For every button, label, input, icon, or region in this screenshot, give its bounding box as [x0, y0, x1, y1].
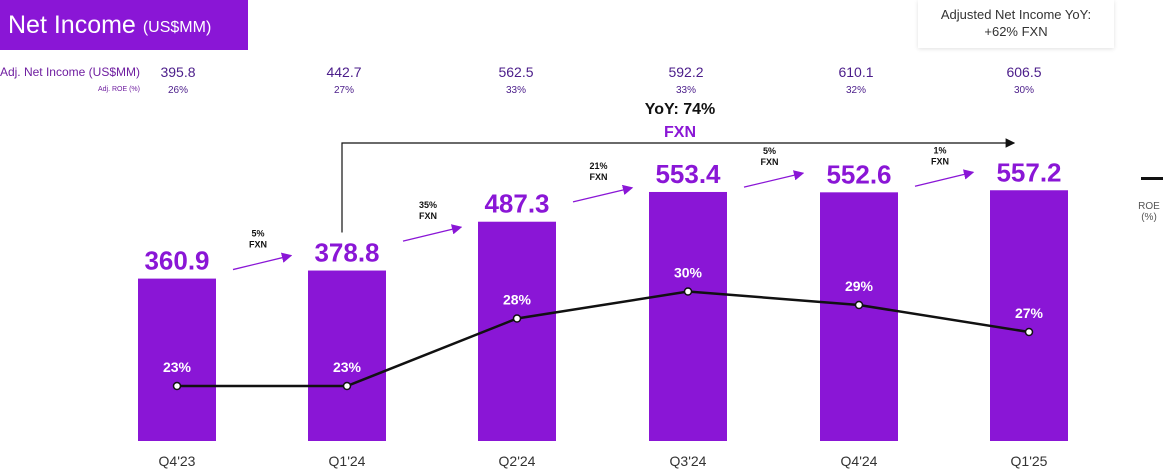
roe-point [342, 381, 352, 391]
adj-roe-value: 32% [845, 85, 866, 96]
bar [138, 278, 216, 441]
bar [308, 270, 386, 441]
bar-value-label: 487.3 [484, 189, 549, 219]
roe-line [177, 290, 1030, 388]
roe-value-label: 29% [845, 278, 874, 294]
growth-fxn-label: FXN [590, 172, 608, 182]
growth-percent-label: 21% [589, 161, 607, 171]
growth-arrow [232, 252, 293, 271]
yoy-callout: Adjusted Net Income YoY: +62% FXN [918, 0, 1114, 48]
growth-percent-label: 5% [763, 146, 776, 156]
adj-net-income-value: 562.5 [498, 64, 534, 80]
growth-percent-label: 5% [251, 229, 264, 239]
roe-point [683, 287, 693, 296]
roe-point [1024, 327, 1034, 337]
adj-roe-value: 26% [167, 85, 188, 96]
adj-roe-value: 33% [675, 85, 696, 96]
x-tick-label: Q4'24 [841, 453, 878, 469]
adj-roe-value: 33% [505, 85, 526, 96]
adj-roe-value: 30% [1013, 85, 1034, 96]
adj-net-income-value: 442.7 [326, 64, 362, 80]
roe-value-label: 28% [503, 292, 532, 308]
title-box: Net Income (US$MM) [0, 0, 248, 50]
bar-value-label: 557.2 [996, 157, 1061, 187]
roe-value-label: 30% [674, 265, 703, 281]
growth-percent-label: 1% [933, 145, 946, 155]
roe-value-label: 23% [333, 359, 362, 375]
roe-value-label: 27% [1015, 305, 1044, 321]
bar-value-label: 552.6 [826, 159, 891, 189]
roe-point [512, 314, 522, 323]
adj-roe-label: Adj. ROE (%) [97, 86, 140, 93]
roe-legend-unit: (%) [1141, 212, 1157, 223]
roe-legend-label: ROE [1138, 201, 1160, 212]
bar-value-label: 360.9 [144, 246, 209, 276]
yoy-bracket-arrow [341, 138, 1016, 233]
x-tick-label: Q1'25 [1011, 453, 1048, 469]
growth-fxn-label: FXN [761, 157, 779, 167]
bar-value-label: 553.4 [655, 159, 721, 189]
roe-legend: ROE (%) [1126, 201, 1172, 223]
adj-net-income-label: Adj. Net Income (US$MM) [0, 65, 140, 79]
growth-fxn-label: FXN [419, 211, 437, 221]
roe-value-label: 23% [163, 359, 192, 375]
growth-fxn-label: FXN [249, 240, 267, 250]
adj-net-income-value: 592.2 [668, 64, 704, 80]
adj-roe-value: 27% [333, 85, 354, 96]
yoy-growth-label: YoY: 74% [644, 101, 716, 118]
adj-net-income-value: 606.5 [1006, 64, 1042, 80]
x-tick-label: Q4'23 [159, 453, 196, 469]
x-tick-label: Q3'24 [670, 453, 707, 469]
adj-net-income-value: 395.8 [160, 64, 196, 80]
callout-line1: Adjusted Net Income YoY: [940, 7, 1092, 22]
growth-arrow [914, 169, 975, 187]
chart-title: Net Income [8, 10, 136, 39]
roe-legend-line [1141, 177, 1163, 180]
bar [478, 221, 556, 441]
bar [990, 190, 1068, 441]
growth-arrow [743, 170, 805, 188]
growth-arrow [572, 184, 634, 203]
chart-title-unit: (US$MM) [142, 18, 212, 36]
callout-line2: +62% FXN [984, 24, 1048, 39]
x-tick-label: Q2'24 [499, 453, 536, 469]
growth-fxn-label: FXN [931, 156, 949, 166]
roe-point [172, 381, 182, 391]
x-tick-label: Q1'24 [329, 453, 366, 469]
growth-percent-label: 35% [419, 200, 437, 210]
adj-net-income-value: 610.1 [838, 64, 874, 80]
bar [820, 192, 898, 441]
growth-arrow [402, 224, 463, 242]
yoy-growth-fxn-label: FXN [664, 124, 696, 141]
bar [649, 191, 727, 441]
bar-value-label: 378.8 [314, 238, 379, 268]
roe-point [854, 300, 864, 310]
